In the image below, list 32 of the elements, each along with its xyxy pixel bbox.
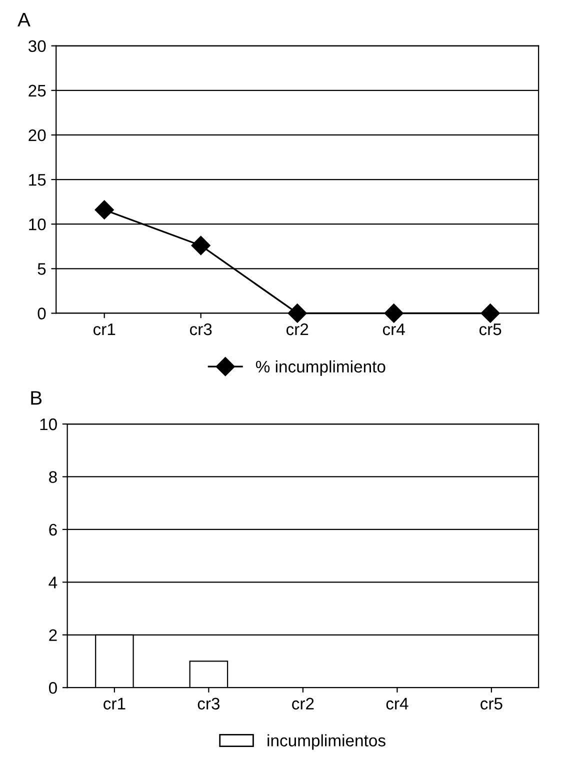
x-tick-label: cr5 xyxy=(480,698,502,710)
x-tick-label: cr3 xyxy=(198,698,220,710)
y-tick-label: 2 xyxy=(49,629,57,641)
x-tick-label: cr4 xyxy=(386,698,408,710)
point xyxy=(94,200,114,220)
point xyxy=(288,304,307,323)
y-tick-label: 0 xyxy=(48,682,57,694)
legend-label: incumplimientos xyxy=(268,734,386,750)
y-tick-label: 5 xyxy=(38,263,46,275)
y-tick-label: 8 xyxy=(49,471,57,483)
y-tick-label: 20 xyxy=(28,129,46,142)
y-tick-label: 6 xyxy=(49,524,57,536)
y-tick-label: 30 xyxy=(28,40,46,52)
x-tick-label: cr1 xyxy=(93,324,116,336)
legend-label: % incumplimiento xyxy=(256,360,386,376)
y-tick-label: 25 xyxy=(28,84,46,97)
x-tick-label: cr3 xyxy=(190,323,212,336)
point xyxy=(191,236,210,256)
x-tick-label: cr2 xyxy=(292,698,314,710)
y-tick-label: 4 xyxy=(48,576,58,588)
point xyxy=(480,304,500,323)
y-tick-label: 0 xyxy=(38,308,46,320)
x-tick-label: cr4 xyxy=(382,324,405,336)
point xyxy=(384,304,404,323)
x-tick-label: cr5 xyxy=(479,324,502,336)
chart-title: B xyxy=(31,391,42,405)
y-tick-label: 10 xyxy=(40,418,57,430)
y-tick-label: 10 xyxy=(29,218,46,230)
x-tick-label: cr2 xyxy=(286,323,308,336)
chart-title: A xyxy=(18,13,30,26)
y-tick-label: 15 xyxy=(29,174,46,186)
x-tick-label: cr1 xyxy=(104,698,126,710)
